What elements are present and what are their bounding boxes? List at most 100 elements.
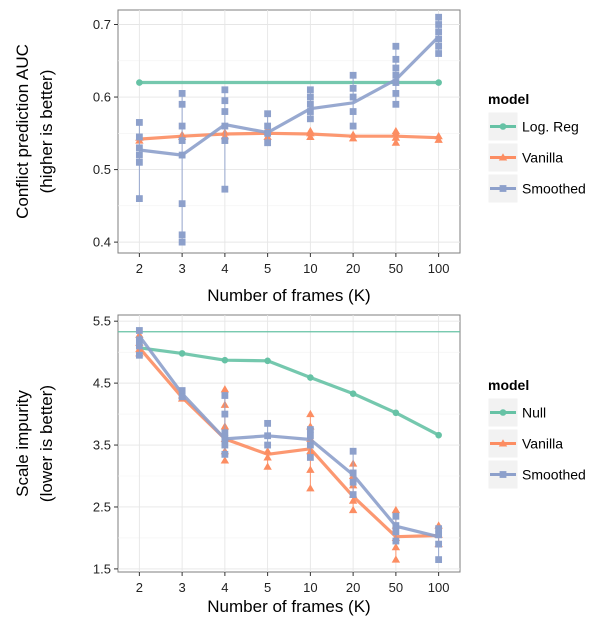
legend-label: Null bbox=[522, 405, 546, 421]
data-point bbox=[392, 64, 400, 72]
data-point bbox=[306, 441, 314, 449]
y-tick-label: 5.5 bbox=[93, 314, 111, 329]
data-point bbox=[392, 79, 400, 86]
plot-area bbox=[117, 9, 461, 254]
x-tick-label: 3 bbox=[179, 261, 186, 276]
data-point bbox=[349, 108, 357, 115]
data-point bbox=[392, 90, 400, 97]
data-point bbox=[135, 119, 143, 126]
series-line bbox=[139, 35, 440, 157]
legend: model Null Vanilla Smoothed bbox=[487, 377, 586, 490]
data-point bbox=[306, 484, 315, 492]
data-point bbox=[349, 84, 357, 92]
data-point bbox=[221, 435, 229, 443]
data-point bbox=[306, 100, 314, 108]
legend-entry: Vanilla bbox=[487, 428, 563, 459]
panel-1: 0.4 0.5 0.6 0.7 2 3 4 5 10 20 50 100 Number of frame… bbox=[13, 9, 586, 305]
x-tick-label: 2 bbox=[136, 261, 143, 276]
data-point bbox=[221, 122, 229, 130]
data-point bbox=[435, 21, 443, 28]
data-point bbox=[178, 231, 186, 239]
data-point bbox=[349, 93, 357, 101]
data-point bbox=[306, 126, 315, 135]
y-tick-label: 1.5 bbox=[93, 561, 111, 576]
data-point bbox=[263, 462, 272, 470]
data-point bbox=[178, 387, 186, 394]
data-point bbox=[349, 122, 357, 130]
x-tick-label: 4 bbox=[221, 261, 228, 276]
y-tick-label: 4.5 bbox=[93, 376, 111, 391]
data-point bbox=[392, 55, 400, 63]
x-tick-label: 50 bbox=[389, 580, 403, 595]
y-axis-title: Conflict prediction AUC bbox=[13, 44, 32, 219]
data-point bbox=[349, 71, 357, 79]
data-point bbox=[307, 374, 314, 381]
y-tick-label: 0.5 bbox=[93, 162, 111, 177]
data-point bbox=[306, 93, 314, 101]
data-point bbox=[306, 409, 315, 418]
data-point bbox=[135, 195, 143, 202]
panel-2: 1.5 2.5 3.5 4.5 5.5 2 3 4 5 10 20 50 100 Number of fr… bbox=[13, 314, 586, 616]
legend-key-marker bbox=[499, 185, 507, 192]
data-point bbox=[392, 537, 400, 545]
data-point bbox=[135, 327, 143, 334]
data-point bbox=[435, 431, 442, 439]
data-point bbox=[306, 108, 314, 115]
data-point bbox=[221, 185, 229, 193]
series-smoothed bbox=[135, 13, 443, 246]
x-tick-label: 3 bbox=[179, 580, 186, 595]
data-point bbox=[349, 447, 357, 455]
data-point bbox=[135, 144, 143, 152]
data-point bbox=[434, 132, 443, 140]
data-point bbox=[178, 151, 186, 159]
data-point bbox=[178, 393, 186, 401]
data-point bbox=[264, 129, 272, 137]
data-point bbox=[178, 238, 186, 246]
data-point bbox=[220, 456, 230, 464]
data-point bbox=[435, 42, 443, 50]
y-axis-subtitle: (lower is better) bbox=[37, 385, 56, 502]
y-tick-label: 0.7 bbox=[93, 17, 111, 32]
legend-entry: Smoothed bbox=[487, 173, 586, 204]
data-point bbox=[391, 138, 401, 146]
data-point bbox=[178, 137, 186, 144]
data-point bbox=[435, 525, 443, 533]
data-point bbox=[135, 151, 143, 159]
data-point bbox=[391, 505, 401, 514]
data-point bbox=[435, 50, 443, 57]
x-tick-label: 10 bbox=[303, 261, 317, 276]
data-point bbox=[392, 409, 400, 417]
legend-entry: Null bbox=[487, 397, 546, 428]
data-point bbox=[221, 108, 229, 115]
data-point bbox=[392, 42, 400, 50]
data-point bbox=[263, 447, 272, 455]
data-point bbox=[306, 115, 314, 123]
data-point bbox=[391, 543, 401, 551]
legend-title: model bbox=[488, 91, 529, 107]
data-point bbox=[264, 122, 272, 130]
data-point bbox=[306, 86, 314, 94]
data-point bbox=[221, 450, 229, 458]
legend-entry: Log. Reg bbox=[487, 111, 579, 142]
y-axis-title: Scale impurity bbox=[13, 390, 32, 497]
data-point bbox=[178, 90, 186, 97]
x-tick-label: 50 bbox=[389, 261, 403, 276]
y-axis-subtitle: (higher is better) bbox=[37, 70, 56, 194]
data-point bbox=[349, 469, 357, 477]
data-point bbox=[435, 556, 443, 564]
data-point bbox=[349, 390, 357, 397]
legend-entry: Vanilla bbox=[487, 142, 563, 173]
data-point bbox=[221, 392, 229, 399]
data-point bbox=[264, 357, 271, 365]
data-point bbox=[348, 130, 358, 138]
data-point bbox=[264, 432, 272, 440]
data-point bbox=[306, 426, 314, 433]
data-point bbox=[392, 100, 400, 108]
data-point bbox=[306, 454, 314, 461]
data-point bbox=[221, 356, 229, 364]
data-point bbox=[221, 410, 229, 418]
series-null bbox=[136, 344, 442, 439]
data-point bbox=[264, 110, 272, 118]
x-tick-label: 5 bbox=[264, 261, 271, 276]
data-point bbox=[435, 540, 443, 548]
